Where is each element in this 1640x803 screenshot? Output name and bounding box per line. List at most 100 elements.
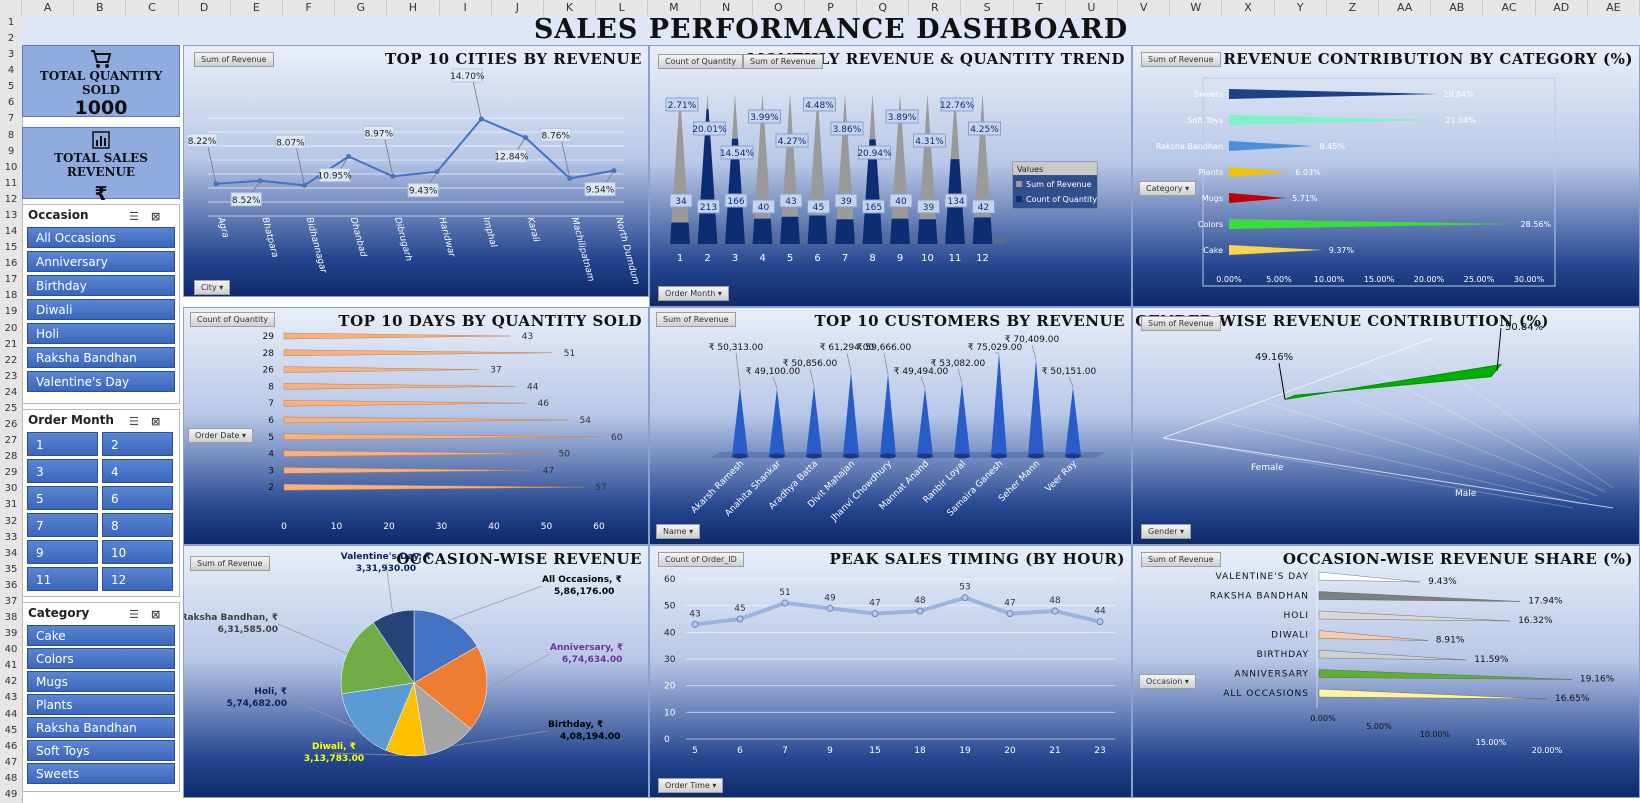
row-header-cell[interactable]: 15: [4, 242, 18, 254]
column-header-cell[interactable]: H: [387, 0, 440, 15]
row-header-cell[interactable]: 3: [7, 49, 15, 61]
field-button-sum-revenue[interactable]: Sum of Revenue: [190, 556, 270, 571]
slicer-item-month[interactable]: 4: [102, 459, 173, 483]
field-button-category[interactable]: Category ▾: [1139, 181, 1197, 196]
field-button-count-order[interactable]: Count of Order_ID: [658, 552, 744, 567]
column-header-cell[interactable]: AA: [1379, 0, 1432, 15]
row-header-cell[interactable]: 8: [7, 129, 15, 141]
field-button-sum-revenue[interactable]: Sum of Revenue: [194, 52, 274, 67]
row-header-cell[interactable]: 29: [4, 467, 18, 479]
slicer-item-occasion[interactable]: Holi: [27, 323, 175, 344]
field-button-name[interactable]: Name ▾: [656, 524, 701, 539]
slicer-item-category[interactable]: Cake: [27, 625, 175, 646]
slicer-item-month[interactable]: 8: [102, 513, 173, 537]
row-header-cell[interactable]: 21: [4, 338, 18, 350]
slicer-item-month[interactable]: 1: [27, 432, 98, 456]
row-header-cell[interactable]: 7: [7, 113, 15, 125]
column-header-cell[interactable]: U: [1066, 0, 1119, 15]
row-header-cell[interactable]: 40: [4, 644, 18, 656]
multi-select-icon[interactable]: ☰: [129, 210, 139, 223]
column-header-cell[interactable]: V: [1118, 0, 1171, 15]
field-button-sum-revenue[interactable]: Sum of Revenue: [1141, 52, 1221, 67]
field-button-occasion[interactable]: Occasion ▾: [1139, 674, 1196, 689]
row-header-cell[interactable]: 47: [4, 756, 18, 768]
clear-filter-icon[interactable]: ⊠: [151, 210, 161, 223]
column-header-cell[interactable]: J: [492, 0, 544, 15]
slicer-item-month[interactable]: 12: [102, 567, 173, 591]
slicer-item-month[interactable]: 3: [27, 459, 98, 483]
column-header-cell[interactable]: A: [22, 0, 75, 15]
column-header-cell[interactable]: N: [701, 0, 753, 15]
row-header-cell[interactable]: 49: [4, 788, 18, 800]
slicer-item-category[interactable]: Colors: [27, 648, 175, 669]
row-header-cell[interactable]: 48: [4, 772, 18, 784]
column-header-cell[interactable]: AB: [1431, 0, 1484, 15]
row-header-cell[interactable]: 9: [7, 145, 15, 157]
slicer-item-occasion[interactable]: Anniversary: [27, 251, 175, 272]
slicer-item-occasion[interactable]: Diwali: [27, 299, 175, 320]
column-header-cell[interactable]: P: [805, 0, 858, 15]
row-header-cell[interactable]: 32: [4, 515, 18, 527]
row-header-cell[interactable]: 37: [4, 595, 18, 607]
slicer-item-occasion[interactable]: Valentine's Day: [27, 371, 175, 392]
row-header-cell[interactable]: 34: [4, 547, 18, 559]
column-header-cell[interactable]: I: [440, 0, 492, 15]
row-header-cell[interactable]: 20: [4, 322, 18, 334]
row-header-cell[interactable]: 25: [4, 402, 18, 414]
multi-select-icon[interactable]: ☰: [129, 608, 139, 621]
column-header-cell[interactable]: M: [648, 0, 701, 15]
clear-filter-icon[interactable]: ⊠: [151, 415, 161, 428]
slicer-item-occasion[interactable]: Raksha Bandhan: [27, 347, 175, 368]
field-button-count-quantity[interactable]: Count of Quantity: [190, 312, 276, 327]
row-header-cell[interactable]: 6: [7, 97, 15, 109]
slicer-item-month[interactable]: 6: [102, 486, 173, 510]
column-header-cell[interactable]: AC: [1483, 0, 1536, 15]
row-header-cell[interactable]: 30: [4, 483, 18, 495]
row-header-cell[interactable]: 27: [4, 435, 18, 447]
field-button-count-quantity[interactable]: Count of Quantity: [658, 54, 744, 69]
row-header-cell[interactable]: 17: [4, 274, 18, 286]
slicer-item-month[interactable]: 7: [27, 513, 98, 537]
column-header-cell[interactable]: G: [335, 0, 388, 15]
field-button-gender[interactable]: Gender ▾: [1141, 524, 1192, 539]
slicer-item-category[interactable]: Raksha Bandhan: [27, 717, 175, 738]
row-header-cell[interactable]: 36: [4, 579, 18, 591]
slicer-item-category[interactable]: Plants: [27, 694, 175, 715]
slicer-item-month[interactable]: 11: [27, 567, 98, 591]
row-header-cell[interactable]: 44: [4, 708, 18, 720]
row-header-cell[interactable]: 11: [4, 177, 18, 189]
row-header-cell[interactable]: 5: [7, 81, 15, 93]
row-header-cell[interactable]: 41: [4, 660, 18, 672]
field-button-city[interactable]: City ▾: [194, 280, 231, 295]
row-header-cell[interactable]: 43: [4, 692, 18, 704]
row-header-cell[interactable]: 16: [4, 258, 18, 270]
row-header-cell[interactable]: 1: [7, 17, 15, 28]
slicer-item-occasion[interactable]: Birthday: [27, 275, 175, 296]
column-header-cell[interactable]: B: [74, 0, 127, 15]
row-header-cell[interactable]: 35: [4, 563, 18, 575]
field-button-sum-revenue[interactable]: Sum of Revenue: [743, 54, 823, 69]
column-header-cell[interactable]: X: [1222, 0, 1275, 15]
field-button-order-time[interactable]: Order Time ▾: [658, 778, 724, 793]
column-header-cell[interactable]: C: [126, 0, 179, 15]
field-button-order-month[interactable]: Order Month ▾: [658, 286, 729, 301]
field-button-sum-revenue[interactable]: Sum of Revenue: [1141, 552, 1221, 567]
column-header-cell[interactable]: S: [961, 0, 1014, 15]
field-button-sum-revenue[interactable]: Sum of Revenue: [656, 312, 736, 327]
column-header-cell[interactable]: T: [1014, 0, 1066, 15]
column-header-cell[interactable]: Z: [1327, 0, 1380, 15]
row-header-cell[interactable]: 26: [4, 419, 18, 431]
column-header-cell[interactable]: L: [596, 0, 649, 15]
row-header-cell[interactable]: 39: [4, 628, 18, 640]
row-header-cell[interactable]: 14: [4, 226, 18, 238]
column-header-cell[interactable]: F: [283, 0, 336, 15]
row-header-cell[interactable]: 18: [4, 290, 18, 302]
slicer-item-category[interactable]: Mugs: [27, 671, 175, 692]
slicer-item-category[interactable]: Sweets: [27, 763, 175, 784]
row-header-cell[interactable]: 46: [4, 740, 18, 752]
column-header-cell[interactable]: D: [179, 0, 231, 15]
column-header-cell[interactable]: R: [909, 0, 962, 15]
column-header-cell[interactable]: E: [231, 0, 283, 15]
row-header-cell[interactable]: 2: [7, 33, 15, 45]
slicer-item-month[interactable]: 2: [102, 432, 173, 456]
